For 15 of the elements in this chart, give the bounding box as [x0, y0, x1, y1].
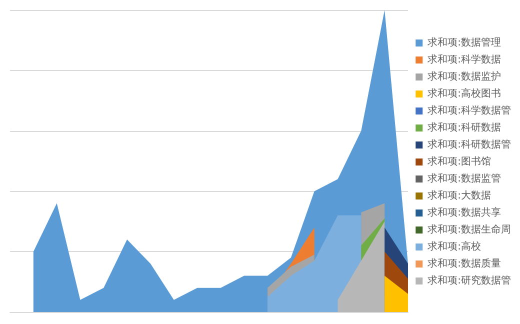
legend-label: 求和项:数据管理: [428, 36, 502, 48]
legend-label: 求和项:科学数据: [428, 54, 502, 66]
legend-label: 求和项:数据生命周: [428, 224, 512, 236]
legend-label: 求和项:科研数据: [428, 122, 502, 134]
legend-label: 求和项:数据质量: [428, 258, 502, 270]
legend-label: 求和项:科研数据管: [428, 138, 512, 150]
legend-label: 求和项:数据共享: [428, 206, 502, 218]
legend-label: 求和项:研究数据管: [428, 274, 512, 286]
legend-label: 求和项:大数据: [428, 190, 492, 202]
legend-label: 求和项:科学数据管: [428, 104, 512, 116]
legend-label: 求和项:数据监管: [428, 172, 502, 184]
legend-label: 求和项:数据监护: [428, 70, 502, 82]
legend-label: 求和项:图书馆: [428, 156, 492, 168]
legend-label: 求和项:高校: [428, 240, 482, 252]
legend-label: 求和项:高校图书: [428, 88, 502, 100]
